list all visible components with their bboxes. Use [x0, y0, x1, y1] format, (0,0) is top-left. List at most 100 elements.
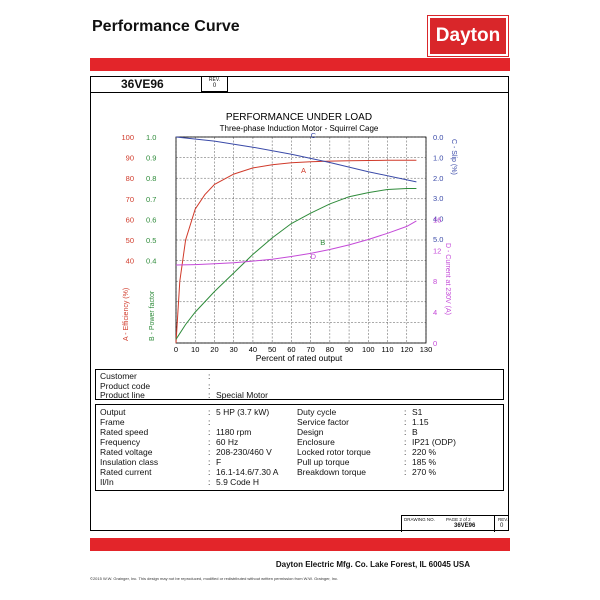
x-axis-label: Percent of rated output — [256, 353, 343, 363]
power-factor-tick-label: 0.7 — [146, 195, 156, 204]
current-tick-label: 16 — [433, 215, 441, 224]
power-factor-tick-label: 1.0 — [146, 133, 156, 142]
x-tick-label: 60 — [287, 345, 295, 354]
customer-row-sep: : — [208, 390, 211, 400]
x-tick-label: 130 — [420, 345, 433, 354]
rev-box: REV. 0 — [202, 77, 228, 92]
spec-right-row-value: 185 % — [412, 457, 437, 467]
slip-tick-label: 5.0 — [433, 235, 443, 244]
power-factor-tick-label: 0.8 — [146, 174, 156, 183]
spec-left-row-sep: : — [208, 467, 211, 477]
spec-left-row-label: Rated voltage — [100, 447, 153, 457]
spec-right-row-value: 270 % — [412, 467, 437, 477]
chart-subtitle: Three-phase Induction Motor - Squirrel C… — [220, 124, 379, 133]
spec-right-row-sep: : — [404, 467, 407, 477]
page-title: Performance Curve — [92, 18, 240, 35]
efficiency-tick-label: 70 — [126, 195, 134, 204]
spec-left-row-value: 60 Hz — [216, 437, 239, 447]
series-label-b: B — [320, 238, 325, 247]
slip-tick-label: 1.0 — [433, 153, 443, 162]
power-factor-axis-label: B - Power factor — [149, 290, 156, 341]
x-tick-label: 110 — [382, 345, 394, 354]
slip-axis-ticks: 0.0 1.0 2.0 3.0 4.0 5.0 — [433, 133, 443, 244]
series-line-c — [175, 136, 417, 183]
spec-right-row-label: Duty cycle — [297, 407, 337, 417]
spec-right-row-value: 220 % — [412, 447, 437, 457]
x-tick-label: 120 — [401, 345, 414, 354]
spec-left-row-label: Frequency — [100, 437, 141, 447]
dayton-logo: Dayton — [427, 15, 509, 57]
chart-title: PERFORMANCE UNDER LOAD — [226, 112, 372, 123]
customer-box: Customer: Product code: Product line: Speci… — [95, 369, 504, 400]
current-tick-label: 8 — [433, 277, 437, 286]
series-label-a: A — [301, 166, 306, 175]
x-tick-label: 10 — [191, 345, 199, 354]
plot-area — [175, 136, 427, 344]
current-tick-label: 12 — [433, 246, 441, 255]
x-tick-label: 70 — [306, 345, 314, 354]
customer-row-label: Product line — [100, 390, 145, 400]
efficiency-tick-label: 80 — [126, 174, 134, 183]
specs-box: Output:5 HP (3.7 kW) Frame: Rated speed:11… — [95, 404, 504, 491]
spec-left-row-sep: : — [208, 457, 211, 467]
customer-row-value: Special Motor — [216, 390, 268, 400]
series-label-c: C — [311, 131, 317, 140]
footer-company: Dayton Electric Mfg. Co. Lake Forest, IL… — [275, 560, 470, 569]
model-number: 36VE96 — [91, 77, 202, 92]
spec-left-row-value: F — [216, 457, 222, 467]
rev-label: REV. — [208, 77, 221, 83]
x-tick-label: 80 — [326, 345, 334, 354]
spec-right-row-value: 1.15 — [412, 417, 429, 427]
spec-right-row-sep: : — [404, 417, 407, 427]
spec-left-row-sep: : — [208, 407, 211, 417]
header-bottom-line — [91, 92, 508, 93]
spec-left-row-value: 5 HP (3.7 kW) — [216, 407, 270, 417]
page-label: PAGE 2 of 2 — [446, 517, 471, 522]
series-label-d: D — [311, 252, 317, 261]
customer-row-label: Product code — [100, 380, 151, 391]
current-tick-label: 0 — [433, 339, 437, 348]
power-factor-axis-ticks: 1.0 0.9 0.8 0.7 0.6 0.5 0.4 — [146, 133, 156, 266]
spec-left-row-sep: : — [208, 477, 211, 487]
x-tick-label: 0 — [174, 345, 178, 354]
efficiency-tick-label: 60 — [126, 215, 134, 224]
drawing-no-label: DRAWING NO. — [404, 517, 435, 522]
spec-left-row-label: Insulation class — [100, 457, 159, 467]
x-tick-label: 20 — [210, 345, 218, 354]
spec-right-row-value: S1 — [412, 407, 423, 417]
drawing-rev-label: REV. — [498, 517, 509, 522]
spec-right-row-label: Service factor — [297, 417, 349, 427]
datasheet-frame — [90, 76, 509, 531]
spec-left-row-label: Il/In — [100, 477, 114, 487]
customer-row-sep: : — [208, 371, 211, 381]
customer-row-sep: : — [208, 380, 211, 391]
spec-right-row-label: Breakdown torque — [297, 467, 366, 477]
spec-right-row-label: Design — [297, 427, 324, 437]
spec-left-row-sep: : — [208, 427, 211, 437]
series-line-a — [175, 159, 417, 344]
performance-chart: PERFORMANCE UNDER LOAD Three-phase Induc… — [121, 112, 457, 363]
x-tick-label: 100 — [362, 345, 375, 354]
drawing-no: 36VE96 — [454, 523, 476, 529]
rev-value: 0 — [212, 83, 217, 89]
x-tick-label: 50 — [268, 345, 276, 354]
efficiency-axis-label: A - Efficiency (%) — [123, 288, 130, 341]
spec-right-row-sep: : — [404, 457, 407, 467]
slip-tick-label: 2.0 — [433, 174, 443, 183]
efficiency-tick-label: 90 — [126, 154, 134, 163]
x-axis-ticks: 0 10 20 30 40 50 60 70 80 90 100 110 120 130 — [174, 345, 432, 354]
drawing-block-divider — [494, 516, 495, 532]
spec-right-row-value: B — [412, 427, 418, 437]
spec-left-row-sep: : — [208, 417, 211, 427]
x-tick-label: 30 — [230, 345, 238, 354]
power-factor-tick-label: 0.5 — [146, 236, 156, 245]
spec-right-row-label: Locked rotor torque — [297, 447, 371, 457]
spec-right-row-label: Enclosure — [297, 437, 335, 447]
customer-row-label: Customer — [100, 371, 137, 381]
spec-right-row-sep: : — [404, 437, 407, 447]
spec-left-row-value: 16.1-14.6/7.30 A — [216, 467, 279, 477]
current-axis-ticks: 16 12 8 4 0 — [433, 215, 441, 348]
spec-right-row-value: IP21 (ODP) — [412, 437, 456, 447]
power-factor-tick-label: 0.6 — [146, 215, 156, 224]
power-factor-tick-label: 0.4 — [146, 257, 156, 266]
